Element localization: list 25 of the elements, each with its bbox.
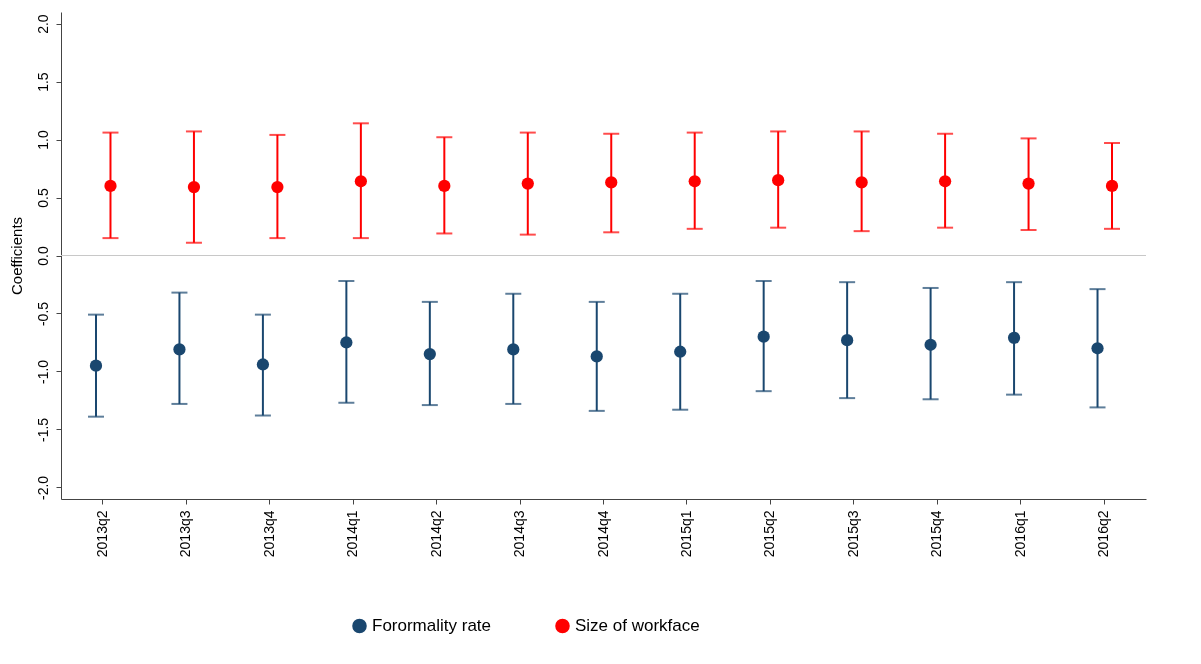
- x-tick-label: 2014q4: [594, 510, 611, 558]
- y-tick-label: -2.0: [34, 475, 51, 500]
- y-tick-label: -1.5: [34, 417, 51, 442]
- y-tick-label: -1.0: [34, 359, 51, 385]
- y-tick-label: 1.0: [34, 130, 51, 150]
- y-tick-label: 0.5: [34, 188, 51, 208]
- x-tick-label: 2015q4: [928, 510, 945, 558]
- x-tick-label: 2013q3: [177, 510, 194, 558]
- x-tick-label: 2015q1: [677, 510, 694, 558]
- x-tick-label: 2015q3: [844, 510, 861, 558]
- y-tick-label: 2.0: [34, 14, 51, 34]
- x-tick-label: 2015q2: [761, 510, 778, 558]
- x-tick-label: 2016q2: [1095, 510, 1112, 558]
- x-tick-label: 2014q3: [511, 510, 528, 558]
- y-axis-title: Coefficients: [7, 216, 25, 296]
- x-tick-label: 2014q1: [344, 510, 361, 558]
- y-tick-label: 0.0: [34, 246, 51, 266]
- x-tick-label: 2013q4: [260, 510, 277, 558]
- x-tick-label: 2014q2: [427, 510, 444, 558]
- y-tick-label: 1.5: [34, 72, 51, 92]
- legend-label: Forormality rate: [372, 615, 492, 635]
- legend-label: Size of workface: [575, 615, 700, 635]
- y-tick-label: -0.5: [34, 301, 51, 327]
- x-tick-label: 2013q2: [93, 510, 110, 558]
- x-tick-label: 2016q1: [1011, 510, 1028, 558]
